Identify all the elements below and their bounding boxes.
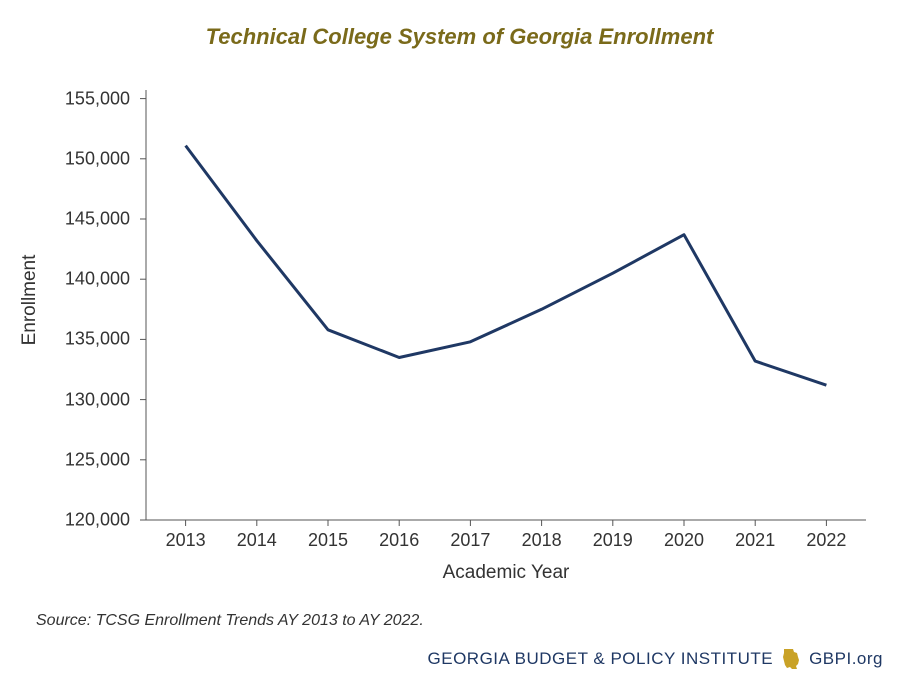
x-axis-title: Academic Year — [146, 562, 866, 584]
footer-org: GEORGIA BUDGET & POLICY INSTITUTE — [428, 649, 774, 669]
y-tick-label: 150,000 — [0, 148, 130, 169]
x-tick-label: 2013 — [166, 530, 206, 551]
y-tick-marks — [140, 99, 146, 520]
footer: GEORGIA BUDGET & POLICY INSTITUTE GBPI.o… — [428, 647, 883, 671]
footer-site: GBPI.org — [809, 649, 883, 669]
x-tick-label: 2016 — [379, 530, 419, 551]
chart-svg — [146, 90, 866, 520]
y-tick-labels: 120,000125,000130,000135,000140,000145,0… — [0, 90, 140, 520]
source-note: Source: TCSG Enrollment Trends AY 2013 t… — [36, 612, 424, 630]
y-tick-label: 135,000 — [0, 329, 130, 350]
enrollment-line — [186, 146, 827, 386]
x-tick-label: 2019 — [593, 530, 633, 551]
x-tick-labels: 2013 2014 2015 2016 2017 2018 2019 2020 2021 2022 — [146, 524, 866, 554]
y-tick-label: 140,000 — [0, 269, 130, 290]
x-tick-label: 2018 — [522, 530, 562, 551]
georgia-icon — [781, 647, 801, 671]
y-tick-label: 125,000 — [0, 449, 130, 470]
x-tick-label: 2015 — [308, 530, 348, 551]
chart-title: Technical College System of Georgia Enro… — [0, 24, 919, 50]
y-tick-label: 145,000 — [0, 209, 130, 230]
x-tick-label: 2020 — [664, 530, 704, 551]
y-tick-label: 120,000 — [0, 510, 130, 531]
x-tick-label: 2021 — [735, 530, 775, 551]
y-tick-label: 130,000 — [0, 389, 130, 410]
x-tick-label: 2014 — [237, 530, 277, 551]
x-tick-label: 2022 — [806, 530, 846, 551]
page: Technical College System of Georgia Enro… — [0, 0, 919, 689]
y-tick-label: 155,000 — [0, 88, 130, 109]
x-tick-label: 2017 — [450, 530, 490, 551]
chart-plot-area — [146, 90, 866, 520]
